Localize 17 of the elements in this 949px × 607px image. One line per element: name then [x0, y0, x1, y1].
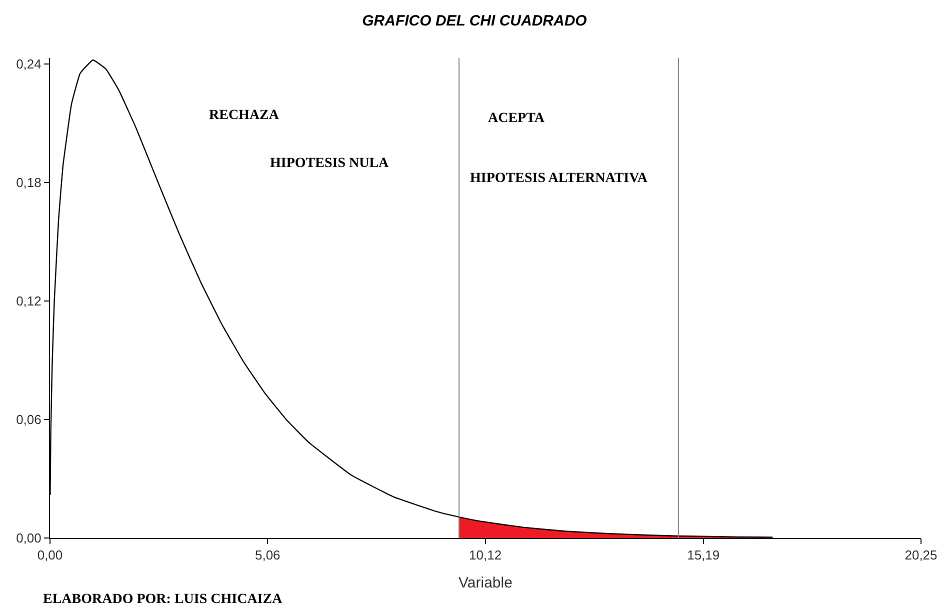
y-tick-label: 0,00 — [16, 530, 42, 546]
text: ELABORADO POR: LUIS CHICAIZA — [43, 592, 284, 607]
annotation: HIPOTESIS ALTERNATIVA — [470, 171, 648, 186]
chart-title: GRAFICO DEL CHI CUADRADO — [362, 12, 588, 30]
x-tick-label: 20,25 — [904, 548, 938, 563]
x-tick-label: 0,00 — [37, 548, 63, 563]
x-tick-label: 15,19 — [687, 548, 720, 563]
x-axis-title: Variable — [458, 574, 512, 592]
y-tick-label: 0,18 — [16, 174, 42, 190]
annotation: RECHAZA — [209, 108, 280, 123]
y-tick-label: 0,12 — [16, 294, 42, 309]
annotation: HIPOTESIS NULA — [270, 156, 390, 171]
x-tick-label: 5,06 — [254, 548, 280, 563]
y-tick-label: 0,06 — [16, 412, 42, 428]
y-tick-label: 0,24 — [16, 56, 42, 72]
annotation: ACEPTA — [488, 111, 546, 126]
x-tick-label: 10,12 — [469, 548, 502, 563]
